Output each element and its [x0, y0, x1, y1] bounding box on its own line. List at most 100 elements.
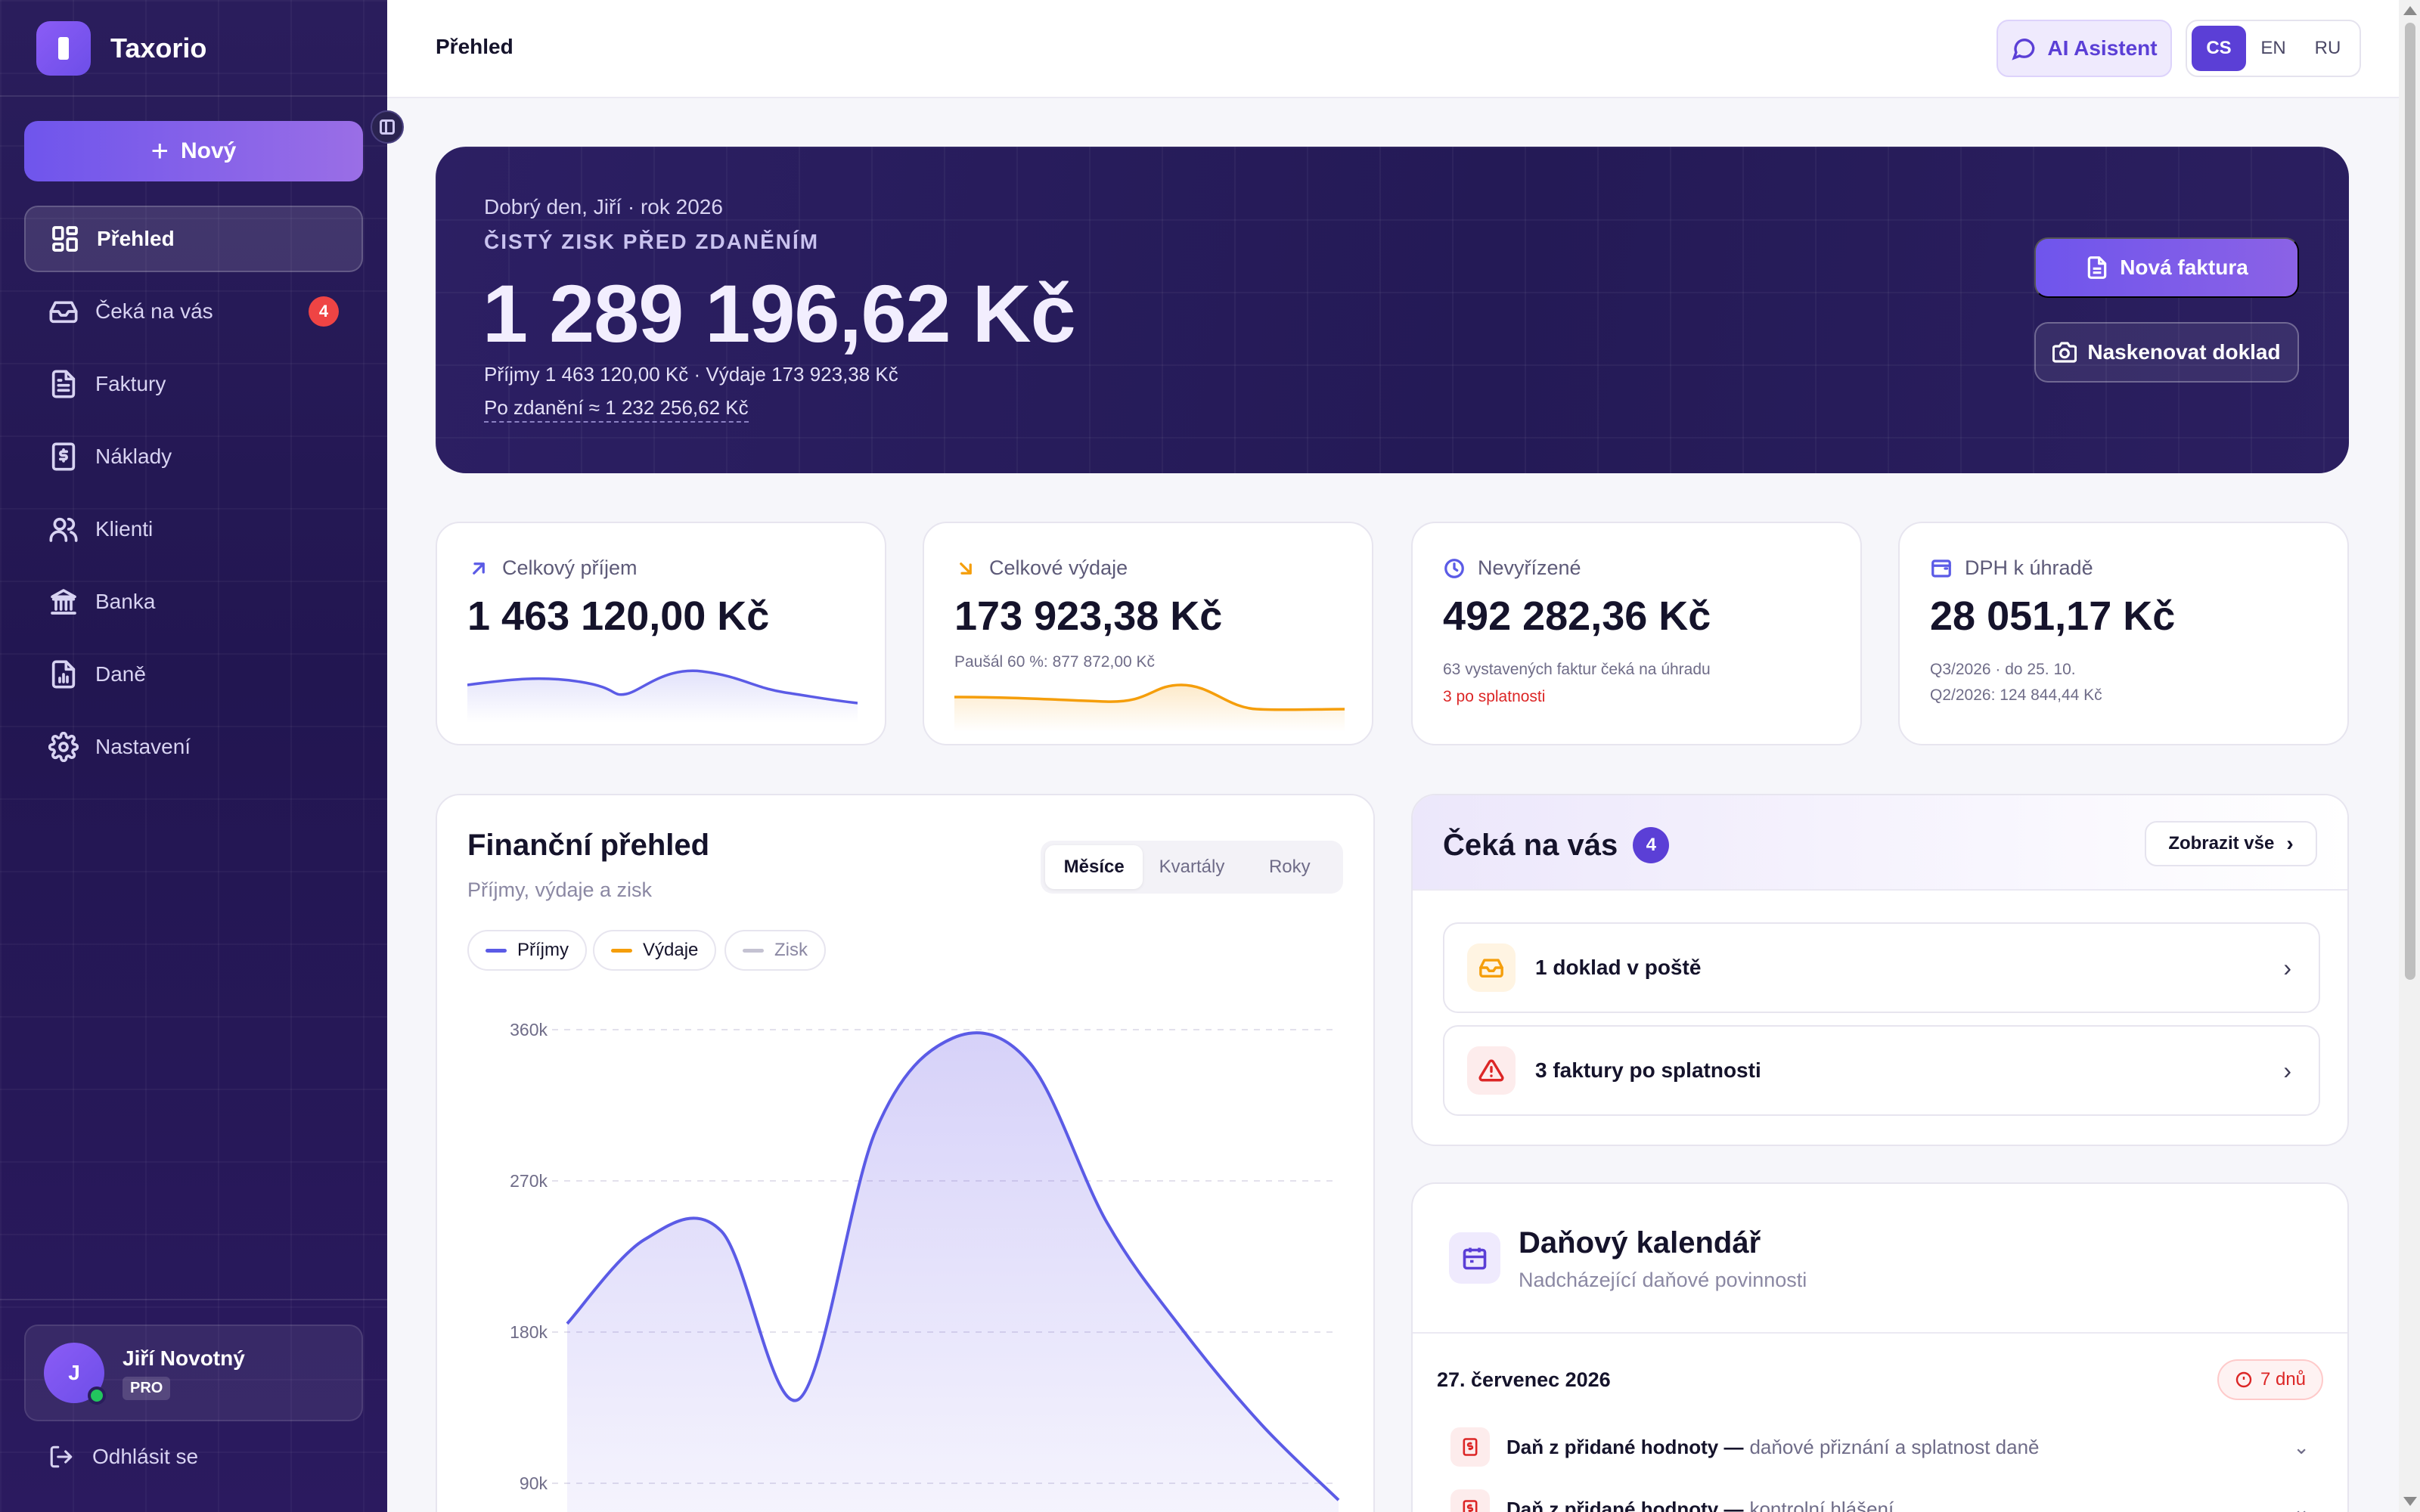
waiting-item-mail[interactable]: 1 doklad v poště ›: [1443, 922, 2320, 1013]
income-expense-summary: Příjmy 1 463 120,00 Kč · Výdaje 173 923,…: [484, 363, 898, 386]
scroll-up-icon[interactable]: [2403, 6, 2417, 15]
income-area: [567, 1033, 1339, 1512]
stat-label: Celkové výdaje: [954, 556, 1128, 580]
after-tax-estimate[interactable]: Po zdanění ≈ 1 232 256,62 Kč: [484, 396, 749, 423]
page-title: Přehled: [436, 35, 513, 58]
tax-obligation-row[interactable]: Daň z přidané hodnoty — daňové přiznání …: [1450, 1424, 2320, 1470]
sidebar-item-prehled[interactable]: Přehled: [24, 206, 363, 272]
profit-label: ČISTÝ ZISK PŘED ZDANĚNÍM: [484, 230, 820, 253]
stat-card-pending[interactable]: Nevyřízené 492 282,36 Kč 63 vystavených …: [1411, 522, 1862, 745]
users-icon: [48, 514, 79, 544]
user-name: Jiří Novotný: [123, 1346, 245, 1370]
collapse-sidebar-button[interactable]: [371, 110, 404, 144]
income-line: [566, 1031, 1340, 1501]
logout-label: Odhlásit se: [92, 1445, 199, 1468]
sidebar-item-banka[interactable]: Banka: [24, 569, 363, 635]
ai-assistant-button[interactable]: AI Asistent: [1996, 20, 2172, 77]
period-months[interactable]: Měsíce: [1045, 845, 1143, 889]
y-tick-label: 270k: [510, 1171, 548, 1191]
expenses-sparkline: [954, 683, 1345, 732]
receipt-icon: [48, 442, 79, 472]
brand-name: Taxorio: [110, 33, 207, 64]
chevron-right-icon: ›: [2283, 953, 2291, 981]
online-status-dot: [88, 1387, 106, 1405]
waiting-title-text: Čeká na vás: [1443, 828, 1618, 862]
new-invoice-label: Nová faktura: [2120, 256, 2248, 279]
page-scrollbar[interactable]: [2399, 0, 2420, 1512]
chevron-right-icon: ›: [2286, 832, 2294, 855]
user-card[interactable]: J Jiří Novotný PRO: [24, 1325, 363, 1421]
calendar-icon: [1449, 1232, 1500, 1284]
logout-button[interactable]: Odhlásit se: [48, 1444, 198, 1470]
scroll-down-icon[interactable]: [2403, 1497, 2417, 1506]
user-info: Jiří Novotný PRO: [123, 1346, 245, 1400]
stat-card-income[interactable]: Celkový příjem 1 463 120,00 Kč: [436, 522, 886, 745]
sidebar: Taxorio + Nový Přehled Čeká na vás 4 Fak…: [0, 0, 387, 1512]
scroll-thumb[interactable]: [2405, 23, 2415, 980]
tax-obligation-row[interactable]: Daň z přidané hodnoty — kontrolní hlášen…: [1450, 1486, 2320, 1512]
period-years[interactable]: Roky: [1268, 857, 1311, 877]
sidebar-divider: [0, 1299, 387, 1300]
sidebar-item-naklady[interactable]: Náklady: [24, 423, 363, 490]
lang-en[interactable]: EN: [2260, 38, 2286, 58]
stat-label: Nevyřízené: [1443, 556, 1581, 580]
sidebar-item-label: Klienti: [95, 517, 154, 541]
bank-icon: [48, 587, 79, 617]
lang-ru[interactable]: RU: [2314, 38, 2341, 58]
new-invoice-button[interactable]: Nová faktura: [2034, 237, 2299, 298]
sidebar-divider: [0, 95, 387, 97]
sidebar-item-nastaveni[interactable]: Nastavení: [24, 714, 363, 780]
stat-card-vat[interactable]: DPH k úhradě 28 051,17 Kč Q3/2026 · do 2…: [1898, 522, 2349, 745]
legend-income[interactable]: Příjmy: [467, 930, 587, 971]
waiting-item-label: 3 faktury po splatnosti: [1535, 1058, 1761, 1082]
obligation-description: kontrolní hlášení: [1749, 1497, 1894, 1512]
scan-receipt-button[interactable]: Naskenovat doklad: [2034, 322, 2299, 383]
legend-label: Zisk: [774, 940, 808, 960]
flat-rate-note: Paušál 60 %: 877 872,00 Kč: [954, 653, 1156, 671]
brand[interactable]: Taxorio: [36, 21, 206, 76]
report-icon: [48, 659, 79, 689]
waiting-item-overdue[interactable]: 3 faktury po splatnosti ›: [1443, 1025, 2320, 1116]
notification-badge: 4: [309, 296, 339, 327]
stat-label-text: Celkový příjem: [502, 556, 638, 579]
stat-label-text: Celkové výdaje: [989, 556, 1128, 579]
lang-cs[interactable]: CS: [2192, 26, 2246, 71]
finance-overview-card: Finanční přehled Příjmy, výdaje a zisk M…: [436, 794, 1375, 1512]
profit-amount: 1 289 196,62 Kč: [482, 268, 1076, 359]
show-all-label: Zobrazit vše: [2168, 833, 2275, 854]
days-left-badge: 7 dnů: [2217, 1359, 2323, 1400]
sidebar-item-label: Daně: [95, 662, 146, 686]
inbox-icon: [48, 296, 79, 327]
new-button[interactable]: + Nový: [24, 121, 363, 181]
stat-card-expenses[interactable]: Celkové výdaje 173 923,38 Kč Paušál 60 %…: [923, 522, 1373, 745]
show-all-button[interactable]: Zobrazit vše ›: [2145, 821, 2317, 866]
document-icon: [48, 369, 79, 399]
sidebar-item-dane[interactable]: Daně: [24, 641, 363, 708]
inbox-icon: [1467, 943, 1516, 992]
greeting: Dobrý den, Jiří · rok 2026: [484, 195, 723, 218]
top-bar: Přehled AI Asistent CS EN RU: [387, 0, 2399, 98]
sidebar-item-klienti[interactable]: Klienti: [24, 496, 363, 562]
divider: [1413, 1332, 2347, 1334]
arrow-up-right-icon: [473, 562, 485, 575]
legend-profit[interactable]: Zisk: [724, 930, 826, 971]
stat-label: Celkový příjem: [467, 556, 638, 580]
scan-receipt-label: Naskenovat doklad: [2087, 340, 2281, 364]
dashboard-icon: [50, 224, 80, 254]
tax-document-icon: [1450, 1489, 1490, 1512]
legend-swatch: [486, 948, 507, 953]
vat-current-quarter: Q3/2026 · do 25. 10.: [1930, 661, 2076, 678]
obligation-name: Daň z přidané hodnoty —: [1506, 1497, 1744, 1512]
days-left-label: 7 dnů: [2260, 1369, 2307, 1390]
legend-expenses[interactable]: Výdaje: [593, 930, 717, 971]
avatar-initial: J: [68, 1361, 80, 1384]
period-quarters[interactable]: Kvartály: [1159, 857, 1225, 877]
stat-value: 173 923,38 Kč: [954, 593, 1223, 639]
sidebar-item-faktury[interactable]: Faktury: [24, 351, 363, 417]
brand-logo-icon: [36, 21, 91, 76]
obligation-description: daňové přiznání a splatnost daně: [1749, 1435, 2040, 1458]
sidebar-item-label: Přehled: [97, 227, 175, 250]
tax-calendar-card: Daňový kalendář Nadcházející daňové povi…: [1411, 1182, 2349, 1512]
sidebar-item-ceka-na-vas[interactable]: Čeká na vás 4: [24, 278, 363, 345]
chevron-right-icon: ›: [2283, 1056, 2291, 1084]
